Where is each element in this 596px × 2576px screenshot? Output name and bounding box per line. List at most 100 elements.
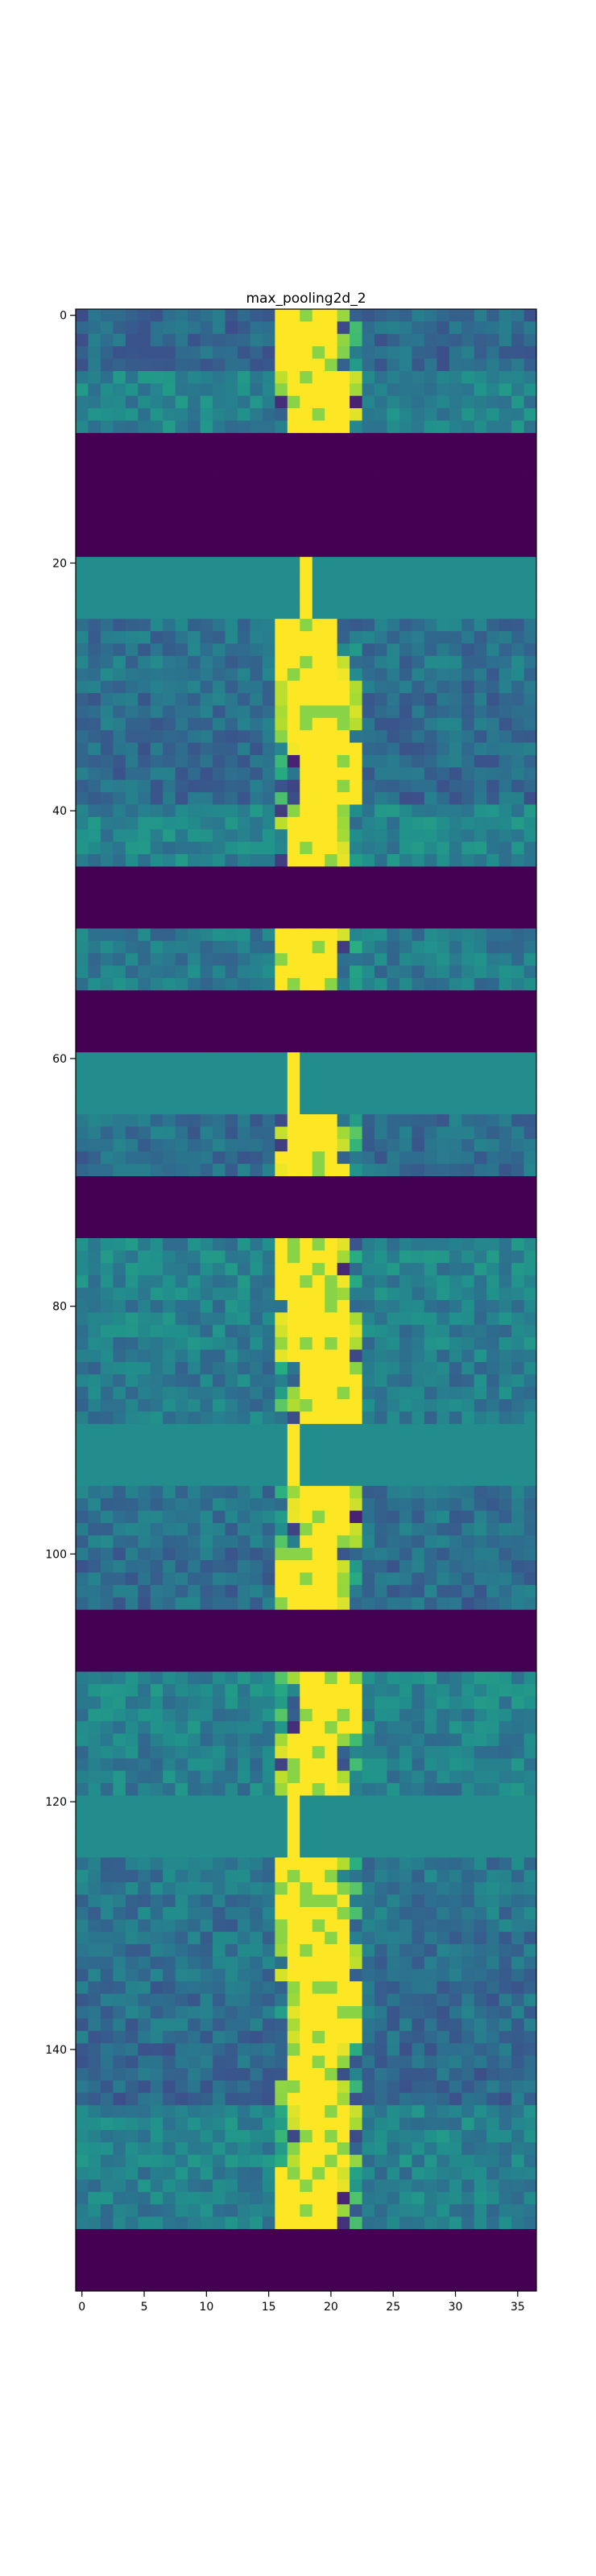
heatmap-cell [250, 593, 263, 607]
heatmap-cell [312, 1807, 325, 1821]
heatmap-cell [312, 792, 325, 805]
heatmap-cell [486, 1783, 500, 1796]
heatmap-cell [399, 1968, 412, 1982]
heatmap-cell [188, 1399, 201, 1412]
heatmap-cell [262, 1275, 275, 1289]
heatmap-cell [399, 1002, 412, 1016]
heatmap-cell [449, 680, 462, 694]
heatmap-cell [237, 1572, 250, 1586]
heatmap-cell [300, 494, 313, 508]
heatmap-cell [387, 333, 400, 347]
heatmap-cell [113, 1498, 126, 1511]
heatmap-cell [225, 1845, 238, 1858]
heatmap-cell [300, 655, 313, 669]
heatmap-cell [150, 631, 163, 644]
heatmap-cell [350, 730, 362, 743]
heatmap-cell [511, 1039, 524, 1053]
heatmap-cell [163, 432, 176, 446]
heatmap-cell [337, 977, 350, 991]
heatmap-cell [375, 1238, 387, 1251]
heatmap-cell [200, 1287, 213, 1301]
heatmap-cell [150, 915, 163, 929]
heatmap-cell [138, 1015, 151, 1028]
heatmap-cell [250, 1126, 263, 1140]
heatmap-cell [424, 1411, 437, 1425]
heatmap-cell [325, 928, 338, 942]
heatmap-cell [300, 779, 313, 793]
heatmap-cell [486, 445, 500, 459]
heatmap-cell [424, 1758, 437, 1772]
heatmap-cell [175, 1696, 188, 1710]
heatmap-cell [325, 1968, 338, 1982]
heatmap-cell [163, 1324, 176, 1338]
heatmap-cell [312, 1622, 325, 1635]
heatmap-cell [474, 1609, 487, 1623]
heatmap-cell [437, 940, 450, 954]
heatmap-cell [250, 1832, 263, 1846]
heatmap-cell [350, 457, 362, 471]
heatmap-cell [175, 1869, 188, 1883]
heatmap-cell [375, 1671, 387, 1685]
heatmap-cell [337, 754, 350, 768]
heatmap-cell [237, 655, 250, 669]
heatmap-cell [262, 1560, 275, 1573]
heatmap-cell [325, 1659, 338, 1673]
heatmap-cell [387, 1944, 400, 1957]
heatmap-cell [287, 544, 300, 558]
heatmap-cell [175, 346, 188, 359]
heatmap-cell [76, 494, 89, 508]
heatmap-cell [113, 1869, 126, 1883]
heatmap-cell [474, 742, 487, 756]
heatmap-cell [213, 1275, 226, 1289]
heatmap-cell [88, 1597, 101, 1611]
heatmap-cell [213, 1411, 226, 1425]
heatmap-cell [275, 1052, 288, 1066]
heatmap-cell [486, 693, 500, 706]
heatmap-cell [175, 1312, 188, 1326]
heatmap-cell [163, 1436, 176, 1450]
heatmap-cell [486, 494, 500, 508]
heatmap-cell [100, 1275, 114, 1289]
heatmap-cell [499, 1361, 512, 1375]
heatmap-cell [337, 432, 350, 446]
heatmap-cell [399, 1436, 412, 1450]
heatmap-cell [237, 1163, 250, 1177]
heatmap-cell [424, 1634, 437, 1648]
heatmap-cell [437, 1721, 450, 1734]
heatmap-cell [325, 1919, 338, 1933]
heatmap-cell [312, 1696, 325, 1710]
heatmap-cell [138, 1411, 151, 1425]
heatmap-cell [188, 606, 201, 620]
heatmap-cell [511, 965, 524, 979]
heatmap-cell [88, 1423, 101, 1437]
heatmap-cell [511, 878, 524, 892]
heatmap-cell [461, 1473, 475, 1487]
heatmap-cell [88, 1052, 101, 1066]
heatmap-cell [300, 1448, 313, 1462]
heatmap-cell [337, 915, 350, 929]
heatmap-cell [474, 1857, 487, 1871]
heatmap-cell [175, 1968, 188, 1982]
heatmap-cell [312, 370, 325, 384]
heatmap-cell [237, 668, 250, 682]
heatmap-cell [362, 804, 375, 818]
heatmap-cell [188, 1461, 201, 1474]
heatmap-cell [486, 1287, 500, 1301]
heatmap-cell [449, 1671, 462, 1685]
heatmap-cell [486, 593, 500, 607]
heatmap-cell [375, 804, 387, 818]
heatmap-cell [424, 643, 437, 657]
heatmap-cell [362, 1919, 375, 1933]
heatmap-cell [188, 1882, 201, 1895]
heatmap-cell [287, 903, 300, 917]
heatmap-cell [461, 593, 475, 607]
heatmap-cell [350, 1485, 362, 1499]
heatmap-cell [100, 1423, 114, 1437]
heatmap-cell [88, 1560, 101, 1573]
heatmap-cell [325, 767, 338, 781]
heatmap-cell [213, 1250, 226, 1264]
heatmap-cell [225, 928, 238, 942]
heatmap-cell [262, 767, 275, 781]
heatmap-cell [300, 1213, 313, 1227]
heatmap-cell [424, 1337, 437, 1350]
